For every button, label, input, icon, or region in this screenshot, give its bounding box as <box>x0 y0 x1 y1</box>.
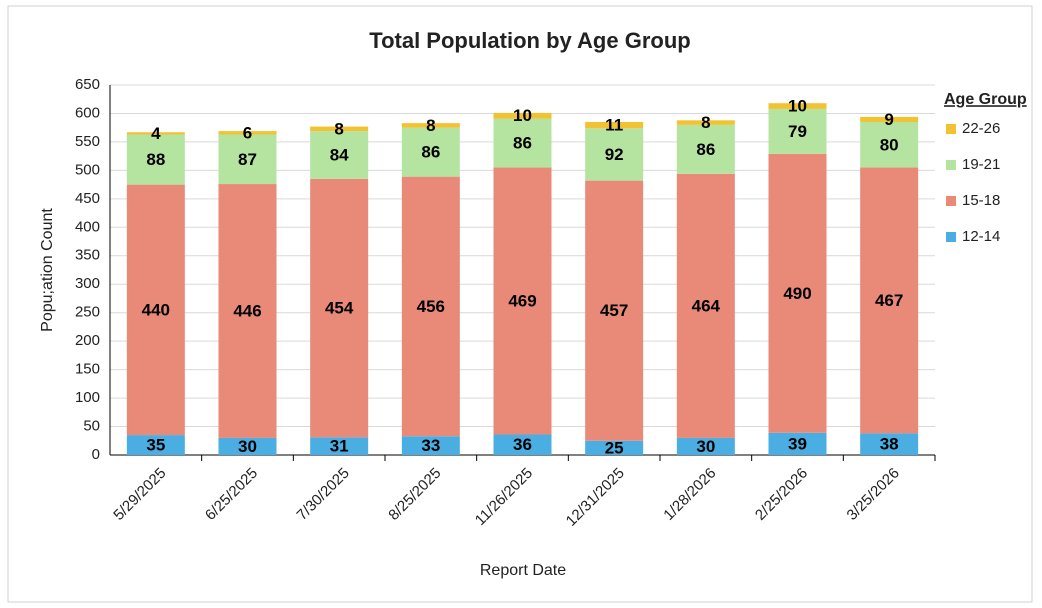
bar-segment <box>310 126 369 132</box>
data-label: 38 <box>880 435 899 454</box>
data-label: 8 <box>334 119 343 138</box>
data-label: 464 <box>692 296 721 315</box>
bar-segment <box>585 180 644 441</box>
data-label: 10 <box>788 97 807 116</box>
bar-segment <box>676 120 735 125</box>
bar-segment <box>493 167 552 435</box>
y-tick-label: 300 <box>75 275 100 292</box>
y-tick-label: 500 <box>75 161 100 178</box>
bar-segment <box>768 103 827 109</box>
bar-segment <box>860 433 919 455</box>
y-tick-label: 0 <box>92 446 100 463</box>
bar-segment <box>676 437 735 455</box>
data-label: 467 <box>875 291 903 310</box>
data-label: 8 <box>701 113 710 132</box>
data-label: 86 <box>696 140 715 159</box>
bar-segment <box>218 437 277 455</box>
legend-label: 12-14 <box>962 228 1000 245</box>
data-label: 4 <box>151 124 161 143</box>
data-label: 469 <box>508 292 536 311</box>
data-label: 30 <box>238 437 257 456</box>
y-axis-title: Popu;ation Count <box>39 208 56 332</box>
bar-segment <box>218 134 277 185</box>
data-label: 8 <box>426 116 435 135</box>
bar-segment <box>126 134 185 185</box>
bar-segment <box>768 108 827 154</box>
legend-swatch <box>946 160 956 170</box>
bar-segment <box>585 122 644 129</box>
data-label: 84 <box>330 145 349 164</box>
bar-segment <box>585 128 644 181</box>
legend-swatch <box>946 232 956 242</box>
y-tick-label: 350 <box>75 247 100 264</box>
legend-label: 22-26 <box>962 120 1000 137</box>
bar-segment <box>768 432 827 455</box>
data-label: 35 <box>146 436 165 455</box>
y-tick-label: 550 <box>75 133 100 150</box>
data-label: 456 <box>417 297 445 316</box>
bar-segment <box>401 436 460 455</box>
data-label: 440 <box>142 300 170 319</box>
data-label: 25 <box>605 438 624 457</box>
data-label: 31 <box>330 437 349 456</box>
data-label: 446 <box>233 301 261 320</box>
bar-segment <box>493 434 552 455</box>
legend-label: 15-18 <box>962 192 1000 209</box>
bar-segment <box>860 167 919 434</box>
y-tick-label: 150 <box>75 361 100 378</box>
bar-segment <box>401 176 460 437</box>
y-tick-label: 400 <box>75 218 100 235</box>
bar-segment <box>493 112 552 119</box>
bar-segment <box>310 178 369 438</box>
bar-segment <box>493 118 552 168</box>
data-label: 10 <box>513 106 532 125</box>
legend-label: 19-21 <box>962 156 1000 173</box>
data-label: 33 <box>421 436 440 455</box>
data-label: 454 <box>325 299 354 318</box>
data-label: 11 <box>605 116 623 135</box>
y-tick-label: 50 <box>83 418 100 435</box>
data-label: 86 <box>513 134 532 153</box>
bar-segment <box>126 132 185 135</box>
chart-title: Total Population by Age Group <box>369 28 690 53</box>
data-label: 457 <box>600 301 628 320</box>
data-label: 79 <box>788 122 807 141</box>
bar-segment <box>218 184 277 438</box>
bar-segment <box>768 153 827 433</box>
data-label: 39 <box>788 434 807 453</box>
bar-segment <box>218 131 277 135</box>
bar-segment <box>401 123 460 128</box>
data-label: 9 <box>884 110 893 129</box>
data-label: 92 <box>605 145 624 164</box>
data-label: 87 <box>238 150 257 169</box>
bar-segment <box>676 173 735 438</box>
data-label: 490 <box>783 284 811 303</box>
bar-segment <box>860 116 919 122</box>
legend-swatch <box>946 196 956 206</box>
bar-segment <box>401 127 460 177</box>
bar-segment <box>585 440 644 455</box>
bar-segment <box>310 131 369 179</box>
y-tick-label: 450 <box>75 190 100 207</box>
bar-segment <box>126 184 185 436</box>
x-axis-title: Report Date <box>480 562 566 579</box>
legend-title: Age Group <box>944 91 1027 108</box>
data-label: 36 <box>513 435 532 454</box>
bar-segment <box>676 124 735 174</box>
y-tick-label: 650 <box>75 76 100 93</box>
y-tick-label: 600 <box>75 104 100 121</box>
bar-segment <box>310 437 369 455</box>
data-label: 88 <box>146 150 165 169</box>
legend-swatch <box>946 124 956 134</box>
data-label: 6 <box>243 123 252 142</box>
data-label: 86 <box>421 143 440 162</box>
bar-segment <box>126 435 185 455</box>
y-tick-label: 200 <box>75 332 100 349</box>
data-label: 30 <box>696 437 715 456</box>
y-tick-label: 100 <box>75 389 100 406</box>
bar-segment <box>860 122 919 168</box>
y-tick-label: 250 <box>75 304 100 321</box>
data-label: 80 <box>880 135 899 154</box>
